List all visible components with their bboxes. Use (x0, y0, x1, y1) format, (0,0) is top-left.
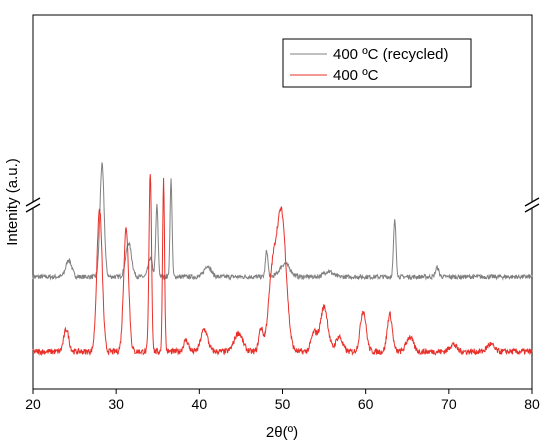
x-tick-label: 30 (108, 396, 124, 412)
axis-break-marks (25, 197, 540, 213)
series-layer (32, 162, 533, 357)
x-axis-title: 2θ(º) (266, 424, 298, 441)
plot-area: 20 30 40 50 60 70 80 (25, 14, 540, 412)
series-line-400c (32, 174, 533, 357)
legend-box (282, 38, 472, 88)
axis-break-gap (524, 202, 540, 208)
legend: 400 ºC (recycled) 400 ºC (282, 38, 472, 88)
axis-break-slash (524, 197, 540, 207)
x-tick-label: 50 (275, 396, 291, 412)
axis-break-slash (524, 203, 540, 213)
x-tick-label: 60 (358, 396, 374, 412)
x-tick-label: 80 (524, 396, 540, 412)
legend-label-400c: 400 ºC (333, 67, 379, 84)
x-tick-label: 70 (441, 396, 457, 412)
x-axis-ticks: 20 30 40 50 60 70 80 (25, 389, 540, 412)
axis-break-gap (25, 202, 41, 208)
x-tick-label: 20 (25, 396, 41, 412)
y-axis-title: Intenity (a.u.) (4, 158, 21, 246)
series-line-recycled (32, 162, 533, 281)
x-tick-label: 40 (192, 396, 208, 412)
axis-break-slash (25, 197, 41, 207)
axis-break-slash (25, 203, 41, 213)
legend-label-recycled: 400 ºC (recycled) (333, 46, 449, 63)
